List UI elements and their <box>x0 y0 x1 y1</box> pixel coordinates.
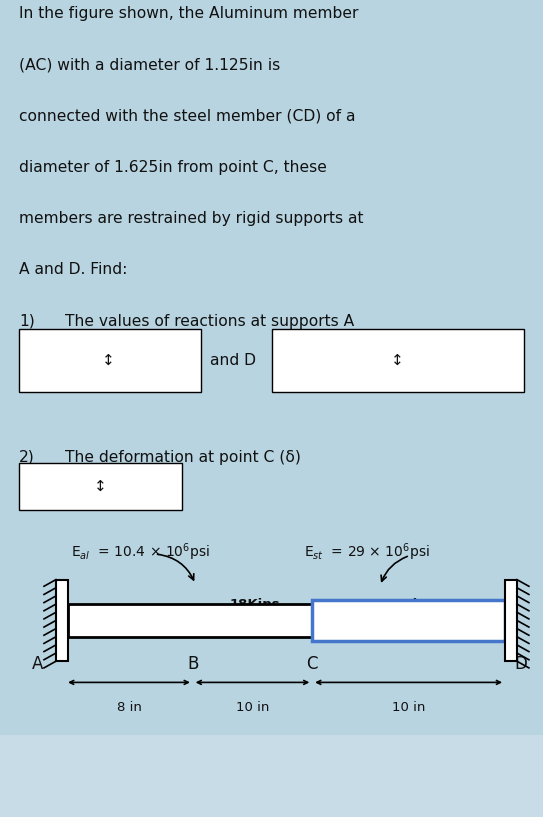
Bar <box>19 463 182 510</box>
Text: diameter of 1.625in from point C, these: diameter of 1.625in from point C, these <box>19 160 327 175</box>
Text: D: D <box>515 655 528 673</box>
Text: In the figure shown, the Aluminum member: In the figure shown, the Aluminum member <box>19 7 358 21</box>
Text: B: B <box>187 655 198 673</box>
Text: A and D. Find:: A and D. Find: <box>19 262 128 277</box>
Text: 2): 2) <box>19 449 35 465</box>
Bar <box>19 329 201 392</box>
Bar <box>312 600 505 641</box>
Bar <box>68 604 312 637</box>
Text: The deformation at point C (δ): The deformation at point C (δ) <box>65 449 301 465</box>
Text: members are restrained by rigid supports at: members are restrained by rigid supports… <box>19 211 363 225</box>
Bar <box>56 579 68 661</box>
Text: (AC) with a diameter of 1.125in is: (AC) with a diameter of 1.125in is <box>19 57 280 73</box>
Text: E$_{st}$  = 29 × 10$^6$psi: E$_{st}$ = 29 × 10$^6$psi <box>304 542 430 564</box>
Text: 18Kips: 18Kips <box>230 598 280 611</box>
Text: 8 in: 8 in <box>117 700 141 713</box>
Bar <box>505 579 517 661</box>
Text: A: A <box>33 655 43 673</box>
Text: 14Kips: 14Kips <box>384 598 435 611</box>
Text: connected with the steel member (CD) of a: connected with the steel member (CD) of … <box>19 109 356 123</box>
Text: E$_{al}$  = 10.4 × 10$^6$psi: E$_{al}$ = 10.4 × 10$^6$psi <box>71 542 210 564</box>
Text: 10 in: 10 in <box>236 700 269 713</box>
Bar <box>272 329 524 392</box>
Text: ↕: ↕ <box>102 353 115 368</box>
Text: The values of reactions at supports A: The values of reactions at supports A <box>65 314 355 329</box>
Text: C: C <box>306 655 318 673</box>
Text: 1): 1) <box>19 314 35 329</box>
Text: and D: and D <box>210 353 256 368</box>
Text: 10 in: 10 in <box>392 700 425 713</box>
Text: ↕: ↕ <box>94 479 107 494</box>
Text: ↕: ↕ <box>391 353 404 368</box>
